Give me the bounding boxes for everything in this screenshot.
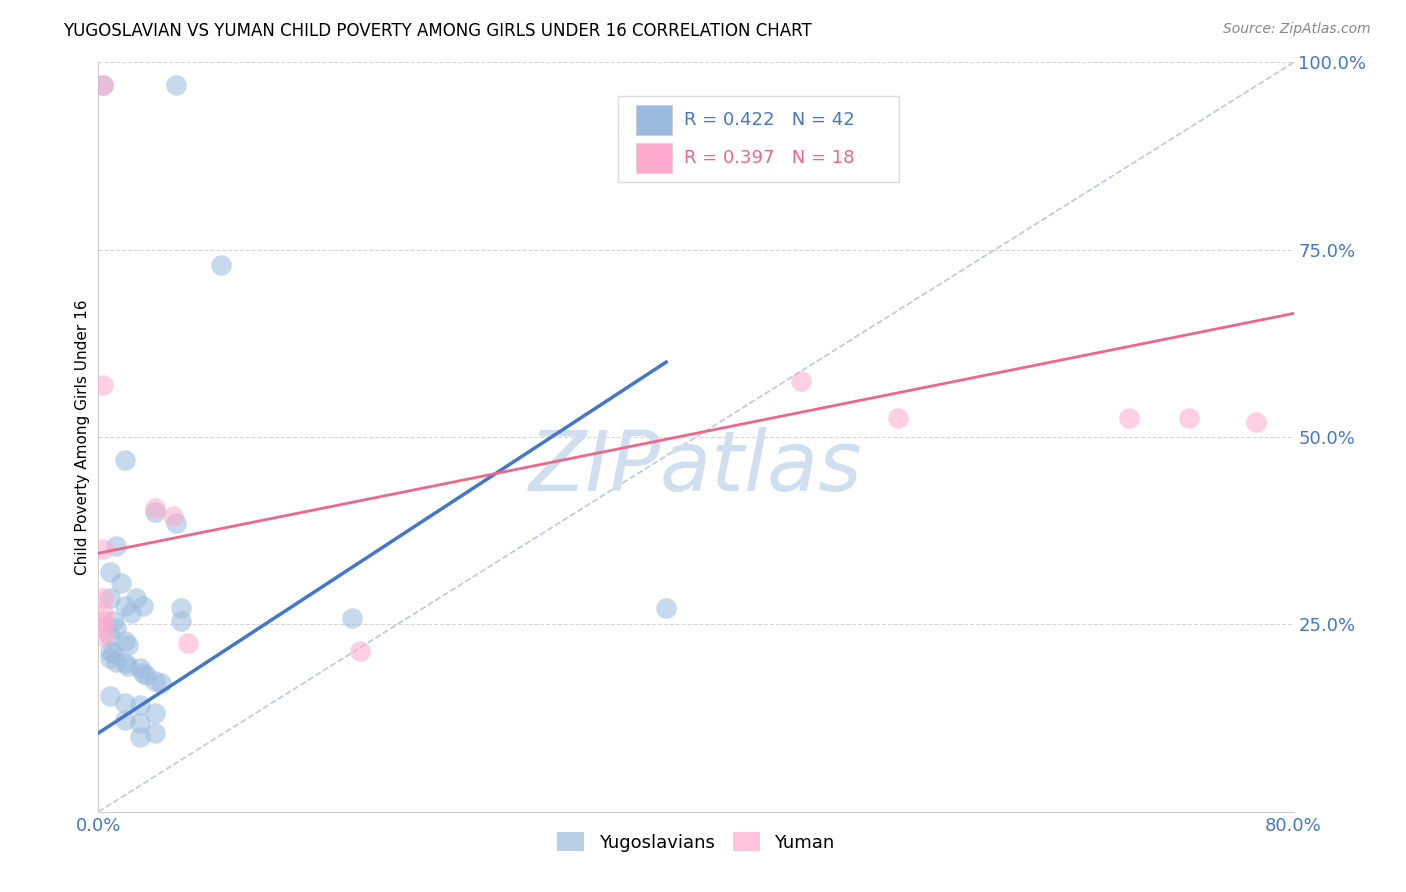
Point bbox=[91, 614, 114, 628]
Point bbox=[150, 676, 173, 690]
Point bbox=[114, 714, 136, 728]
Point bbox=[342, 611, 364, 625]
Point bbox=[120, 606, 142, 620]
Text: YUGOSLAVIAN VS YUMAN CHILD POVERTY AMONG GIRLS UNDER 16 CORRELATION CHART: YUGOSLAVIAN VS YUMAN CHILD POVERTY AMONG… bbox=[63, 22, 813, 40]
Point bbox=[129, 698, 152, 713]
Point bbox=[105, 621, 128, 635]
Y-axis label: Child Poverty Among Girls Under 16: Child Poverty Among Girls Under 16 bbox=[75, 300, 90, 574]
Text: R = 0.397   N = 18: R = 0.397 N = 18 bbox=[685, 149, 855, 167]
Point bbox=[125, 591, 148, 606]
Point bbox=[143, 505, 166, 519]
Point bbox=[1118, 411, 1140, 425]
Point bbox=[1178, 411, 1201, 425]
Point bbox=[105, 539, 128, 553]
Point bbox=[114, 657, 136, 671]
Bar bbox=[637, 143, 672, 172]
Point bbox=[91, 377, 114, 392]
Point bbox=[1244, 415, 1267, 429]
Point bbox=[143, 726, 166, 740]
Point bbox=[98, 591, 122, 606]
Point bbox=[98, 689, 122, 703]
Point bbox=[114, 452, 136, 467]
Point bbox=[98, 643, 122, 657]
Point bbox=[165, 78, 187, 92]
Point bbox=[789, 374, 811, 388]
Point bbox=[103, 614, 125, 628]
Point bbox=[91, 606, 114, 620]
Point bbox=[655, 601, 678, 615]
Point bbox=[209, 258, 232, 272]
Point bbox=[110, 576, 132, 591]
Point bbox=[114, 696, 136, 710]
Point bbox=[132, 666, 155, 681]
Point bbox=[98, 629, 122, 643]
Point bbox=[91, 629, 114, 643]
Point bbox=[349, 643, 371, 657]
Point bbox=[91, 591, 114, 606]
Point bbox=[98, 565, 122, 579]
Point bbox=[114, 599, 136, 613]
Point bbox=[143, 673, 166, 688]
Point bbox=[91, 621, 114, 635]
Point bbox=[91, 78, 114, 92]
Point bbox=[135, 668, 157, 682]
Text: R = 0.422   N = 42: R = 0.422 N = 42 bbox=[685, 112, 855, 129]
Text: Source: ZipAtlas.com: Source: ZipAtlas.com bbox=[1223, 22, 1371, 37]
Point bbox=[143, 706, 166, 720]
Point bbox=[129, 716, 152, 731]
Point bbox=[114, 633, 136, 648]
Bar bbox=[637, 105, 672, 135]
Point bbox=[129, 730, 152, 744]
Text: ZIPatlas: ZIPatlas bbox=[529, 426, 863, 508]
Legend: Yugoslavians, Yuman: Yugoslavians, Yuman bbox=[550, 825, 842, 859]
FancyBboxPatch shape bbox=[619, 96, 900, 182]
Point bbox=[177, 636, 200, 650]
Point bbox=[117, 639, 139, 653]
Point bbox=[91, 542, 114, 557]
Point bbox=[169, 614, 191, 628]
Point bbox=[165, 516, 187, 531]
Point bbox=[169, 601, 191, 615]
Point bbox=[143, 501, 166, 516]
Point bbox=[132, 599, 155, 613]
Point bbox=[103, 646, 125, 660]
Point bbox=[117, 658, 139, 673]
Point bbox=[98, 651, 122, 665]
Point bbox=[886, 411, 908, 425]
Point bbox=[105, 655, 128, 669]
Point bbox=[162, 508, 184, 523]
Point bbox=[91, 78, 114, 92]
Point bbox=[129, 661, 152, 675]
